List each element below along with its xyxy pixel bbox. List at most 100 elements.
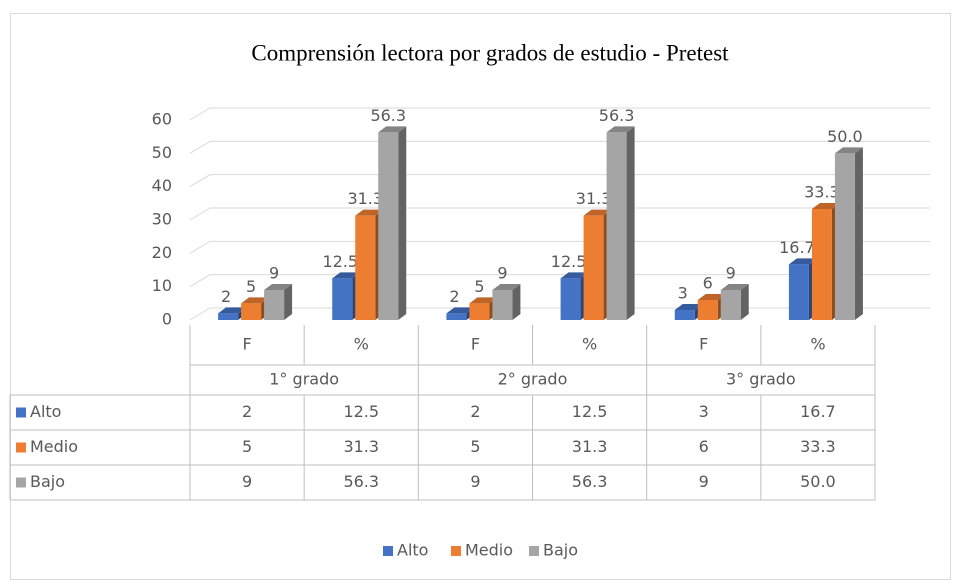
- grid-line: [189, 207, 930, 221]
- data-label: 12.5: [322, 252, 358, 271]
- x-tick-label: %: [810, 335, 825, 354]
- bar: [674, 310, 695, 320]
- bar: [583, 215, 604, 320]
- legend-key: [451, 546, 461, 556]
- y-tick-label: 40: [152, 176, 172, 195]
- data-label: 31.3: [576, 189, 612, 208]
- table-cell: 12.5: [343, 402, 379, 421]
- bar-top: [811, 203, 840, 209]
- legend-label: Medio: [465, 541, 513, 560]
- bar-top: [469, 297, 498, 304]
- bar-top: [720, 284, 749, 290]
- bar: [446, 313, 467, 320]
- table-key: [16, 407, 26, 418]
- data-label: 16.7: [779, 238, 815, 257]
- bar-side: [854, 147, 863, 320]
- bar: [788, 264, 809, 320]
- grid-line: [189, 174, 930, 188]
- bar-top: [834, 147, 863, 154]
- bar: [492, 290, 513, 320]
- bar-top: [218, 307, 247, 314]
- legend-label: Alto: [397, 541, 428, 560]
- bar-top: [788, 258, 817, 265]
- data-label: 3: [678, 284, 688, 303]
- bar-top: [583, 209, 612, 216]
- y-tick-label: 10: [152, 276, 172, 295]
- table-cell: 56.3: [572, 472, 608, 491]
- bar: [218, 313, 239, 320]
- bar-top: [697, 294, 726, 300]
- table-cell: 56.3: [343, 472, 379, 491]
- bar-top: [446, 307, 475, 314]
- data-label: 2: [221, 287, 231, 306]
- data-label: 12.5: [551, 252, 587, 271]
- data-label: 9: [726, 264, 736, 283]
- table-cell: 3: [699, 402, 709, 421]
- data-label: 6: [703, 274, 713, 293]
- chart-title: Comprensión lectora por grados de estudi…: [251, 40, 729, 65]
- y-tick-label: 30: [152, 210, 172, 229]
- table-cell: 5: [470, 437, 480, 456]
- table-cell: 31.3: [343, 437, 379, 456]
- bar: [264, 290, 285, 320]
- bar: [241, 303, 262, 320]
- table-key: [16, 442, 26, 453]
- data-label: 33.3: [804, 183, 840, 202]
- bar-top: [241, 297, 270, 304]
- bar-top: [560, 272, 589, 279]
- bar-top: [606, 126, 635, 133]
- legend-key: [529, 546, 539, 556]
- bar-top: [492, 284, 521, 290]
- bar: [606, 132, 627, 320]
- table-cell: 6: [699, 437, 709, 456]
- data-label: 9: [269, 264, 279, 283]
- group-label: 1° grado: [269, 370, 339, 389]
- table-cell: 31.3: [572, 437, 608, 456]
- table-cell: 9: [470, 472, 480, 491]
- table-cell: 33.3: [800, 437, 836, 456]
- data-label: 56.3: [370, 106, 406, 125]
- grid-line: [189, 107, 930, 121]
- bar: [697, 300, 718, 320]
- bar-side: [626, 126, 635, 320]
- table-cell: 9: [699, 472, 709, 491]
- bar-top: [355, 209, 384, 216]
- bar-side: [398, 126, 407, 320]
- table-cell: 9: [242, 472, 252, 491]
- table-series-name: Bajo: [30, 472, 65, 491]
- table-cell: 50.0: [800, 472, 836, 491]
- table-cell: 2: [470, 402, 480, 421]
- grid-line: [189, 274, 930, 288]
- y-tick-label: 50: [152, 143, 172, 162]
- bar: [355, 215, 376, 320]
- x-tick-label: F: [471, 335, 480, 354]
- bar: [560, 278, 581, 320]
- bar-side: [512, 284, 521, 320]
- data-label: 9: [497, 264, 507, 283]
- bar: [720, 290, 741, 320]
- table-cell: 5: [242, 437, 252, 456]
- table-key: [16, 477, 26, 488]
- data-label: 5: [474, 277, 484, 296]
- legend-key: [383, 546, 393, 556]
- group-label: 2° grado: [498, 370, 568, 389]
- data-label: 5: [246, 277, 256, 296]
- table-cell: 16.7: [800, 402, 836, 421]
- bar-side: [284, 284, 293, 320]
- data-label: 31.3: [347, 189, 383, 208]
- bar: [834, 153, 855, 320]
- table-cell: 12.5: [572, 402, 608, 421]
- data-label: 50.0: [827, 127, 863, 146]
- y-tick-label: 20: [152, 243, 172, 262]
- bar-top: [332, 272, 361, 279]
- bar-top: [264, 284, 293, 290]
- group-label: 3° grado: [726, 370, 796, 389]
- x-tick-label: F: [699, 335, 708, 354]
- bar: [469, 303, 490, 320]
- bar-side: [740, 284, 749, 320]
- table-series-name: Alto: [30, 402, 61, 421]
- bar-top: [674, 304, 703, 310]
- grid-line: [189, 140, 930, 154]
- x-tick-label: %: [582, 335, 597, 354]
- bar: [378, 132, 399, 320]
